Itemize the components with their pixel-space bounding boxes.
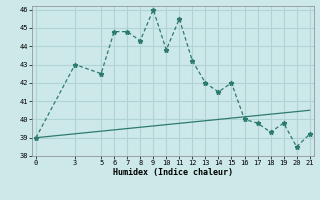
X-axis label: Humidex (Indice chaleur): Humidex (Indice chaleur)	[113, 168, 233, 177]
